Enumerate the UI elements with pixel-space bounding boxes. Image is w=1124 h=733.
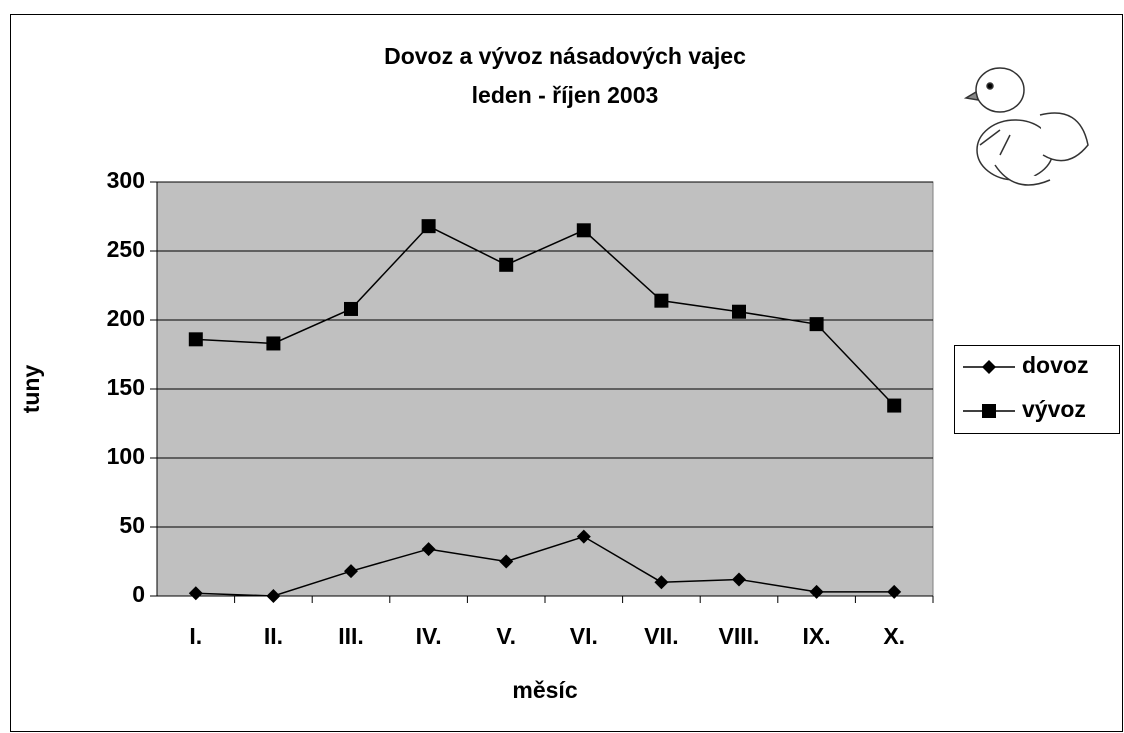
x-tick-label: IX. — [803, 623, 831, 649]
x-tick-label: II. — [264, 623, 283, 649]
data-point — [189, 332, 203, 346]
data-point — [577, 223, 591, 237]
x-tick-label: III. — [338, 623, 364, 649]
chart-title: Dovoz a vývoz násadových vajec — [384, 43, 746, 69]
legend-label: vývoz — [1022, 396, 1086, 422]
data-point — [344, 302, 358, 316]
legend-marker — [982, 404, 996, 418]
data-point — [654, 294, 668, 308]
x-tick-label: V. — [496, 623, 516, 649]
data-point — [810, 317, 824, 331]
x-tick-label: VI. — [570, 623, 598, 649]
x-axis-label: měsíc — [512, 677, 577, 703]
data-point — [732, 305, 746, 319]
chart: Dovoz a vývoz násadových vajec leden - ř… — [0, 0, 1124, 733]
y-axis-label: tuny — [18, 365, 44, 414]
y-tick-label: 0 — [132, 581, 145, 607]
x-tick-label: VII. — [644, 623, 679, 649]
x-tick-label: IV. — [416, 623, 442, 649]
data-point — [422, 219, 436, 233]
y-tick-label: 50 — [119, 512, 145, 538]
y-tick-label: 150 — [107, 374, 145, 400]
x-tick-label: I. — [189, 623, 202, 649]
data-point — [499, 258, 513, 272]
data-point — [887, 399, 901, 413]
data-point — [266, 336, 280, 350]
legend-label: dovoz — [1022, 352, 1088, 378]
y-tick-label: 300 — [107, 167, 145, 193]
y-tick-label: 200 — [107, 305, 145, 331]
y-tick-label: 250 — [107, 236, 145, 262]
chart-subtitle: leden - říjen 2003 — [472, 82, 659, 108]
x-tick-label: VIII. — [719, 623, 760, 649]
y-tick-label: 100 — [107, 443, 145, 469]
x-tick-label: X. — [883, 623, 905, 649]
